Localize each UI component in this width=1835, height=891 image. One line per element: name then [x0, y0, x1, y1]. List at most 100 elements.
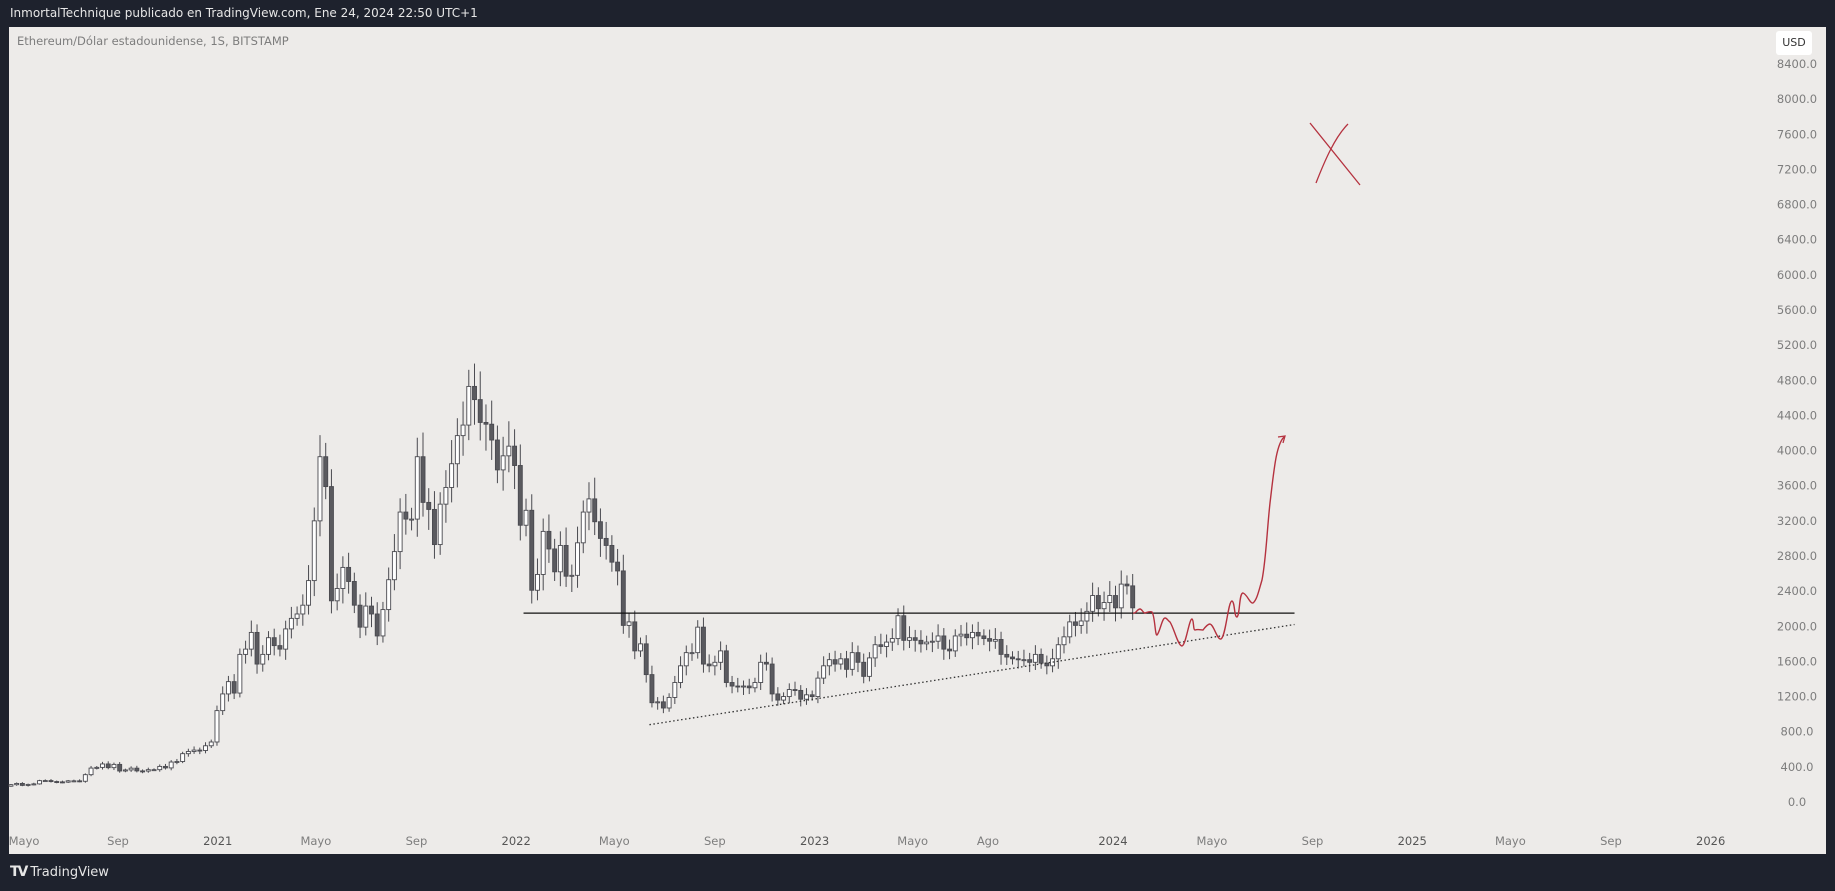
candle-body — [512, 445, 518, 466]
candle-body — [443, 487, 449, 505]
candle — [907, 626, 912, 649]
candle — [237, 648, 243, 698]
candle — [180, 751, 186, 764]
candle — [54, 780, 60, 784]
candle — [615, 548, 621, 586]
candle-body — [231, 681, 237, 694]
candle-body — [907, 637, 912, 641]
x-mark-drawing[interactable] — [1309, 122, 1361, 186]
candle — [1078, 608, 1084, 634]
candle — [82, 773, 88, 783]
candle — [414, 437, 420, 537]
candle-body — [975, 631, 981, 637]
candle — [494, 425, 500, 484]
time-tick-label: 2024 — [1098, 834, 1127, 848]
time-tick-label: Ago — [977, 834, 999, 848]
candle-body — [1118, 583, 1124, 609]
candle — [838, 653, 844, 670]
candle — [380, 601, 386, 643]
candle — [786, 683, 792, 704]
candle-body — [941, 635, 947, 650]
candle — [792, 681, 798, 696]
price-tick-label: 800.0 — [1781, 725, 1814, 739]
candle-body — [958, 633, 964, 637]
candle-body — [111, 763, 117, 769]
candle-body — [935, 635, 941, 642]
candle — [1061, 626, 1067, 654]
candle — [947, 639, 952, 660]
candle — [1044, 655, 1050, 675]
candle-body — [203, 745, 208, 751]
dotted-trend-line[interactable] — [649, 623, 1295, 726]
publisher-header: InmortalTechnique publicado en TradingVi… — [10, 6, 478, 20]
time-tick-label: Sep — [406, 834, 428, 848]
candle-body — [1050, 658, 1056, 667]
candle-body — [895, 615, 901, 640]
price-axis[interactable]: 0.0 400.0 800.0 1200.0 1600.0 2000.0 2400.0 280… — [1777, 57, 1817, 809]
candle — [1004, 645, 1010, 666]
candle — [128, 766, 134, 772]
candle — [878, 633, 884, 654]
candle-body — [391, 551, 397, 581]
candle — [19, 782, 25, 787]
candle-body — [786, 689, 792, 698]
time-tick-label: Sep — [107, 834, 129, 848]
candle-body — [952, 635, 958, 652]
candle — [918, 630, 924, 653]
candle — [185, 748, 191, 757]
candle-body — [237, 653, 243, 694]
candle — [168, 760, 174, 771]
candle-body — [306, 580, 311, 606]
candle-body — [798, 689, 804, 700]
price-tick-label: 1600.0 — [1777, 654, 1817, 668]
candle-body — [1055, 644, 1061, 660]
candle — [546, 514, 552, 563]
candle — [25, 783, 31, 787]
candle-body — [609, 544, 615, 563]
candle-body — [351, 581, 357, 606]
currency-button[interactable]: USD — [1776, 31, 1812, 55]
candle — [460, 401, 466, 456]
candle-body — [432, 508, 437, 546]
candle-body — [866, 657, 872, 677]
candle — [975, 621, 981, 646]
candle — [723, 644, 729, 688]
chart-area[interactable] — [9, 27, 1826, 854]
tradingview-brand: TradingView — [30, 864, 109, 880]
candle-body — [180, 753, 186, 762]
candle-body — [472, 385, 477, 401]
candle — [741, 680, 746, 695]
candle-body — [437, 503, 443, 546]
candle — [552, 538, 558, 582]
projection-drawing[interactable] — [1132, 436, 1285, 647]
candle-body — [8, 784, 14, 787]
tradingview-footer[interactable]: 𝗧𝗩 TradingView — [10, 864, 109, 880]
candle-body — [987, 638, 993, 642]
candle — [1090, 582, 1096, 622]
candle-body — [1010, 656, 1015, 660]
candle — [403, 493, 409, 535]
candle-body — [1044, 662, 1050, 667]
candle-body — [260, 653, 266, 665]
candle — [122, 768, 128, 773]
candle — [248, 620, 254, 657]
candle — [472, 363, 477, 425]
time-tick-label: Sep — [704, 834, 726, 848]
candle — [512, 429, 518, 490]
time-tick-label: Sep — [1600, 834, 1622, 848]
candle-body — [655, 701, 661, 704]
candle — [266, 631, 271, 661]
candle-body — [804, 694, 809, 700]
candle — [31, 782, 37, 786]
candle — [260, 645, 266, 672]
candle-body — [809, 694, 815, 698]
candle-body — [695, 626, 701, 654]
candle — [826, 652, 832, 676]
candle — [689, 643, 695, 661]
candle-body — [575, 542, 580, 576]
time-tick-label: 2023 — [800, 834, 829, 848]
candle-body — [821, 665, 827, 679]
time-axis[interactable]: Mayo Sep 2021 Mayo Sep 2022 Mayo Sep 2023 Mayo Ago… — [9, 834, 1726, 848]
price-tick-label: 5600.0 — [1777, 303, 1817, 317]
